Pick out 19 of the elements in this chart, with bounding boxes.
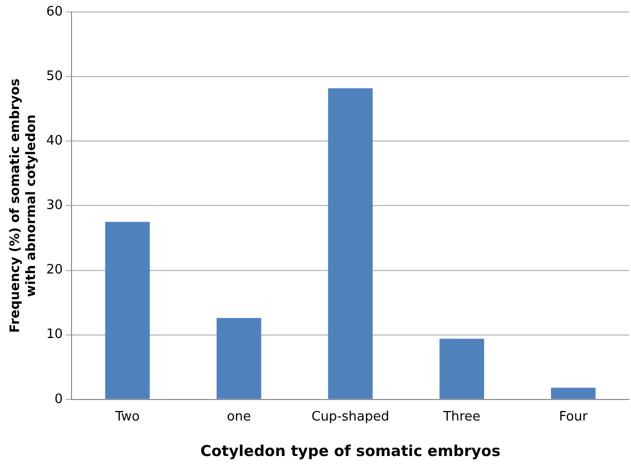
bar [105,222,150,399]
x-tick-label: Two [114,410,140,425]
x-tick-label: Cup-shaped [311,410,390,425]
bar [328,88,373,399]
y-axis-title: Frequency (%) of somatic embryos with abnormal cotyledon [8,78,39,333]
bar [216,318,262,399]
x-axis-title: Cotyledon type of somatic embryos [200,442,500,460]
x-tick-label: one [226,410,252,425]
y-tick-label: 50 [46,68,63,84]
bar [440,338,484,399]
y-tick-label: 40 [46,134,63,149]
x-tick-label: Three [442,410,480,425]
x-tick-label: Four [558,410,588,425]
y-tick-label: 10 [46,327,63,342]
y-tick-label: 0 [54,392,63,407]
y-tick-label: 20 [46,262,63,278]
y-tick-label: 60 [46,4,63,20]
bar [550,388,596,399]
y-tick-label: 30 [46,198,63,214]
